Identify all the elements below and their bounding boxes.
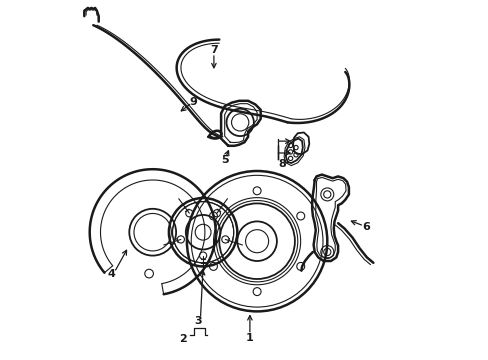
Text: 7: 7 (209, 45, 217, 55)
Text: 1: 1 (245, 333, 253, 343)
Text: 6: 6 (362, 222, 369, 232)
Text: 3: 3 (193, 316, 201, 326)
Text: 8: 8 (278, 159, 285, 169)
Text: 5: 5 (221, 155, 228, 165)
Text: 2: 2 (178, 334, 186, 344)
Text: 4: 4 (107, 269, 115, 279)
Text: 9: 9 (189, 96, 197, 107)
